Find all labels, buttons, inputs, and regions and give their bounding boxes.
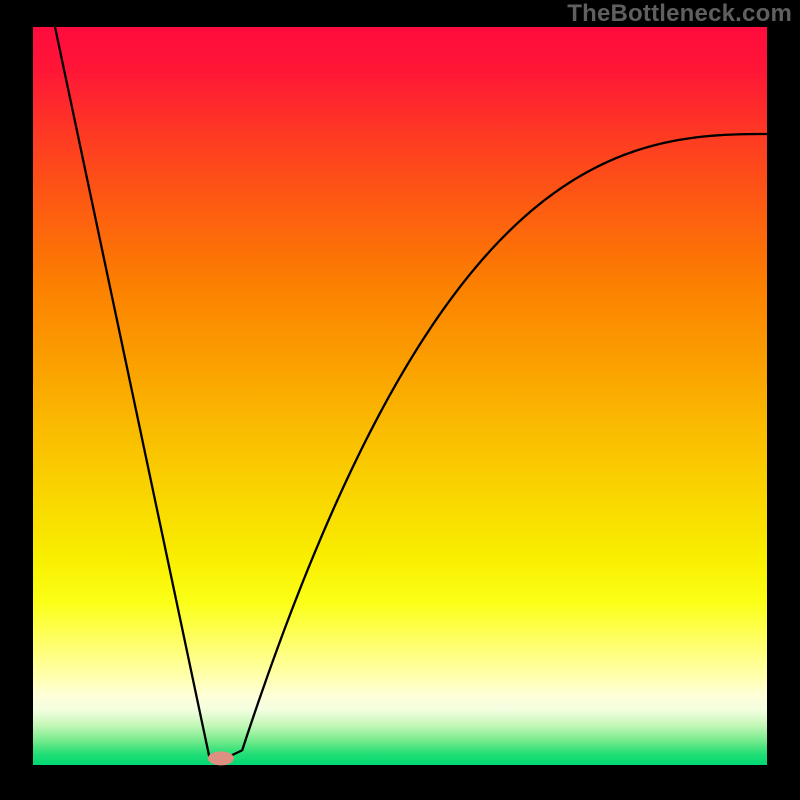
plot-background (33, 27, 767, 765)
min-marker (208, 751, 234, 765)
watermark-text: TheBottleneck.com (567, 0, 792, 28)
chart-frame: TheBottleneck.com (0, 0, 800, 800)
chart-svg (0, 0, 800, 800)
